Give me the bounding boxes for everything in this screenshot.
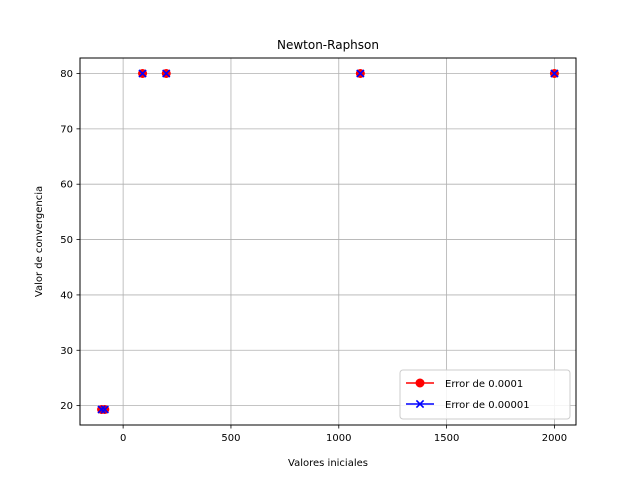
series-layer: [97, 68, 559, 415]
legend-box: [399, 369, 571, 420]
x-tick-label: 2000: [542, 433, 567, 444]
data-point-x: [162, 69, 171, 78]
legend-item: Error de 0.0001: [406, 378, 523, 390]
x-tick-label: 1500: [434, 433, 459, 444]
y-tick-label: 40: [60, 290, 73, 301]
y-tick-label: 50: [60, 235, 73, 246]
legend: Error de 0.0001 Error de 0.00001: [399, 369, 571, 420]
chart-title: Newton-Raphson: [277, 38, 379, 52]
legend-marker: [415, 378, 425, 388]
legend-label: Error de 0.0001: [445, 379, 523, 390]
series-x: [97, 69, 559, 414]
data-point-x: [138, 69, 147, 78]
legend-marker: [415, 399, 425, 409]
data-point-x: [550, 69, 559, 78]
y-tick-label: 20: [60, 401, 73, 412]
y-tick-label: 70: [60, 124, 73, 135]
data-point-x: [97, 405, 106, 414]
y-tick-label: 80: [60, 69, 73, 80]
legend-label: Error de 0.00001: [445, 400, 530, 411]
x-tick-label: 0: [120, 433, 126, 444]
data-point-x: [356, 69, 365, 78]
x-axis-label: Valores iniciales: [288, 458, 368, 469]
grid: [80, 58, 576, 425]
x-tick-label: 1000: [326, 433, 351, 444]
y-tick-label: 60: [60, 180, 73, 191]
legend-item: Error de 0.00001: [406, 399, 530, 411]
x-tick-label: 500: [221, 433, 240, 444]
axis-ticks: 0 500 1000 1500 2000 20 30 40 50 60 70 80: [60, 69, 567, 444]
plot-area-frame: [79, 57, 577, 426]
y-axis-label: Valor de convergencia: [34, 186, 45, 297]
y-tick-label: 30: [60, 346, 73, 357]
data-point-x: [100, 405, 109, 414]
